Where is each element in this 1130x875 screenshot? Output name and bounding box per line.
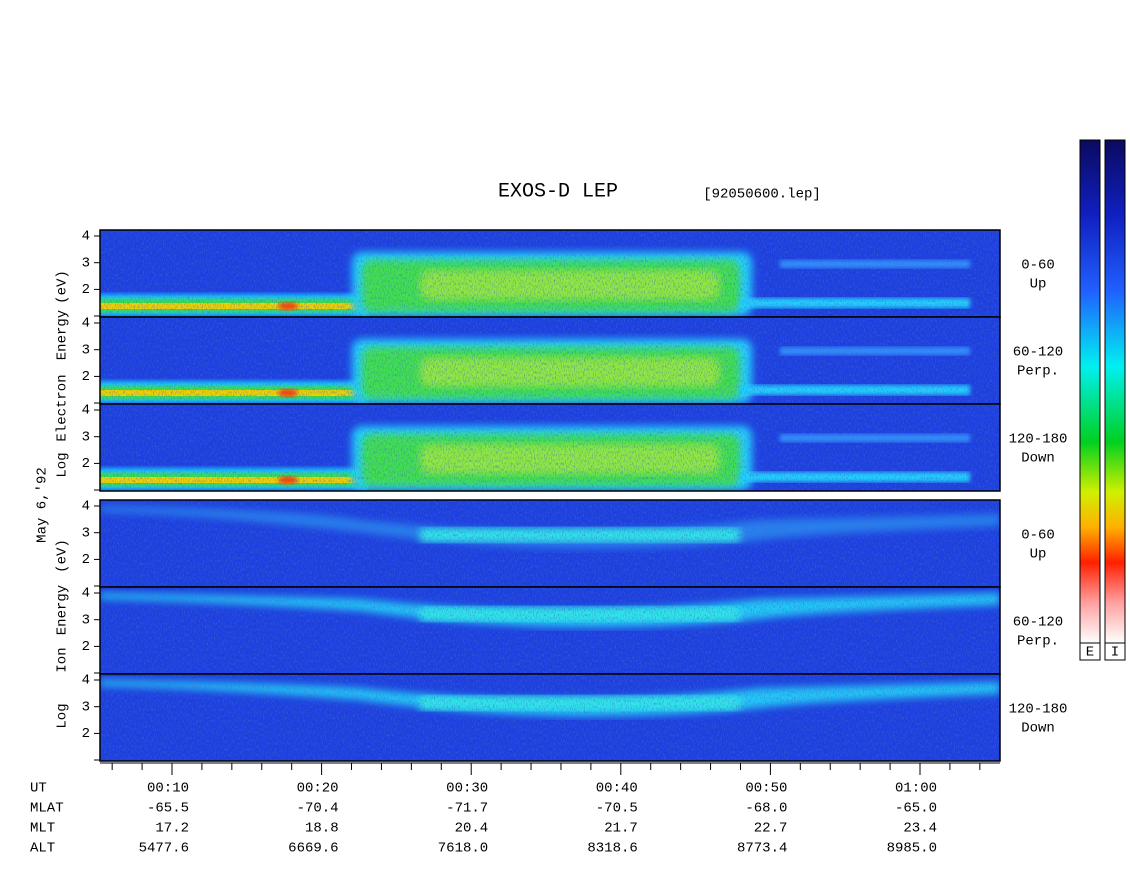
row-value: 00:50 bbox=[745, 781, 787, 797]
channel-label: 0-60 bbox=[1021, 528, 1055, 544]
title: EXOS-D LEP bbox=[498, 180, 618, 203]
axis-label: Log bbox=[55, 703, 71, 728]
panel-body bbox=[100, 674, 1000, 761]
y-tick-label: 3 bbox=[82, 429, 90, 445]
panel-body bbox=[100, 500, 1000, 587]
channel-label: 0-60 bbox=[1021, 258, 1055, 274]
row-value: 8985.0 bbox=[887, 841, 937, 857]
row-value: -70.4 bbox=[297, 801, 339, 817]
channel-label: 120-180 bbox=[1009, 432, 1068, 448]
y-tick-label: 4 bbox=[82, 499, 90, 515]
y-tick-label: 3 bbox=[82, 255, 90, 271]
panel bbox=[99, 316, 1001, 405]
row-value: 7618.0 bbox=[438, 841, 488, 857]
direction-label: Down bbox=[1021, 451, 1055, 467]
noise bbox=[100, 230, 1000, 317]
color-bar bbox=[1104, 139, 1126, 644]
direction-label: Perp. bbox=[1017, 634, 1059, 650]
color-bar-box bbox=[1079, 642, 1101, 661]
y-tick-label: 2 bbox=[82, 456, 90, 472]
panel bbox=[99, 403, 1001, 492]
frame bbox=[99, 403, 1001, 492]
row-value: 22.7 bbox=[754, 821, 788, 837]
panel-body bbox=[100, 404, 1000, 491]
y-tick-label: 4 bbox=[82, 673, 90, 689]
panel-body bbox=[100, 587, 1000, 674]
row-label: ALT bbox=[30, 841, 55, 857]
row-label: MLT bbox=[30, 821, 55, 837]
row-value: 20.4 bbox=[455, 821, 489, 837]
color-bar-label: I bbox=[1111, 645, 1119, 661]
y-tick-label: 2 bbox=[82, 639, 90, 655]
row-value: 00:30 bbox=[446, 781, 488, 797]
panel-body bbox=[100, 230, 1000, 317]
color-bar-box bbox=[1104, 642, 1126, 661]
axis-label: Log bbox=[55, 452, 71, 477]
channel-label: 60-120 bbox=[1013, 345, 1063, 361]
y-tick-label: 2 bbox=[82, 282, 90, 298]
panel-body bbox=[100, 317, 1000, 404]
row-value: 5477.6 bbox=[139, 841, 189, 857]
panel bbox=[99, 499, 1001, 588]
row-value: 00:20 bbox=[297, 781, 339, 797]
channel-label: 120-180 bbox=[1009, 702, 1068, 718]
y-tick-label: 3 bbox=[82, 342, 90, 358]
y-tick-label: 3 bbox=[82, 612, 90, 628]
axis-label: Ion bbox=[55, 647, 71, 672]
y-tick-label: 2 bbox=[82, 369, 90, 385]
row-value: -68.0 bbox=[745, 801, 787, 817]
color-bar bbox=[1079, 139, 1101, 644]
labels: EXOS-D LEP [92050600.lep] 4 3 2 0-60 Up 4 3 2 60-1… bbox=[30, 139, 1126, 857]
row-value: 6669.6 bbox=[288, 841, 338, 857]
row-value: 00:40 bbox=[596, 781, 638, 797]
axis-label: Energy bbox=[55, 310, 71, 360]
row-value: 8318.6 bbox=[587, 841, 637, 857]
direction-label: Up bbox=[1030, 547, 1047, 563]
direction-label: Perp. bbox=[1017, 364, 1059, 380]
row-value: 00:10 bbox=[147, 781, 189, 797]
direction-label: Up bbox=[1030, 277, 1047, 293]
row-value: 01:00 bbox=[895, 781, 937, 797]
row-value: -65.0 bbox=[895, 801, 937, 817]
y-tick-label: 2 bbox=[82, 552, 90, 568]
row-value: -70.5 bbox=[596, 801, 638, 817]
noise bbox=[100, 674, 1000, 761]
y-tick-label: 2 bbox=[82, 726, 90, 742]
y-tick-label: 3 bbox=[82, 699, 90, 715]
axis-label: Electron bbox=[55, 374, 71, 441]
y-tick-label: 4 bbox=[82, 316, 90, 332]
row-label: MLAT bbox=[30, 801, 64, 817]
date-label: May 6,'92 bbox=[35, 467, 51, 543]
row-value: -71.7 bbox=[446, 801, 488, 817]
y-tick-label: 3 bbox=[82, 525, 90, 541]
row-value: 21.7 bbox=[604, 821, 638, 837]
y-tick-label: 4 bbox=[82, 586, 90, 602]
axis-label: Energy bbox=[55, 585, 71, 635]
spectrograms bbox=[99, 229, 1001, 762]
row-value: -65.5 bbox=[147, 801, 189, 817]
row-value: 17.2 bbox=[155, 821, 189, 837]
color-bar-label: E bbox=[1086, 645, 1094, 661]
direction-label: Down bbox=[1021, 721, 1055, 737]
noise bbox=[100, 317, 1000, 404]
panel bbox=[99, 229, 1001, 318]
row-label: UT bbox=[30, 781, 47, 797]
frame bbox=[99, 673, 1001, 762]
channel-label: 60-120 bbox=[1013, 615, 1063, 631]
row-value: 23.4 bbox=[903, 821, 937, 837]
row-value: 8773.4 bbox=[737, 841, 787, 857]
noise bbox=[100, 404, 1000, 491]
panel bbox=[99, 673, 1001, 762]
row-value: 18.8 bbox=[305, 821, 339, 837]
axis-label: (eV) bbox=[55, 270, 71, 304]
axis-label: (eV) bbox=[55, 539, 71, 573]
file-name: [92050600.lep] bbox=[703, 187, 821, 203]
y-tick-label: 4 bbox=[82, 403, 90, 419]
y-tick-label: 4 bbox=[82, 229, 90, 245]
noise bbox=[100, 500, 1000, 587]
panel bbox=[99, 586, 1001, 675]
noise bbox=[100, 587, 1000, 674]
